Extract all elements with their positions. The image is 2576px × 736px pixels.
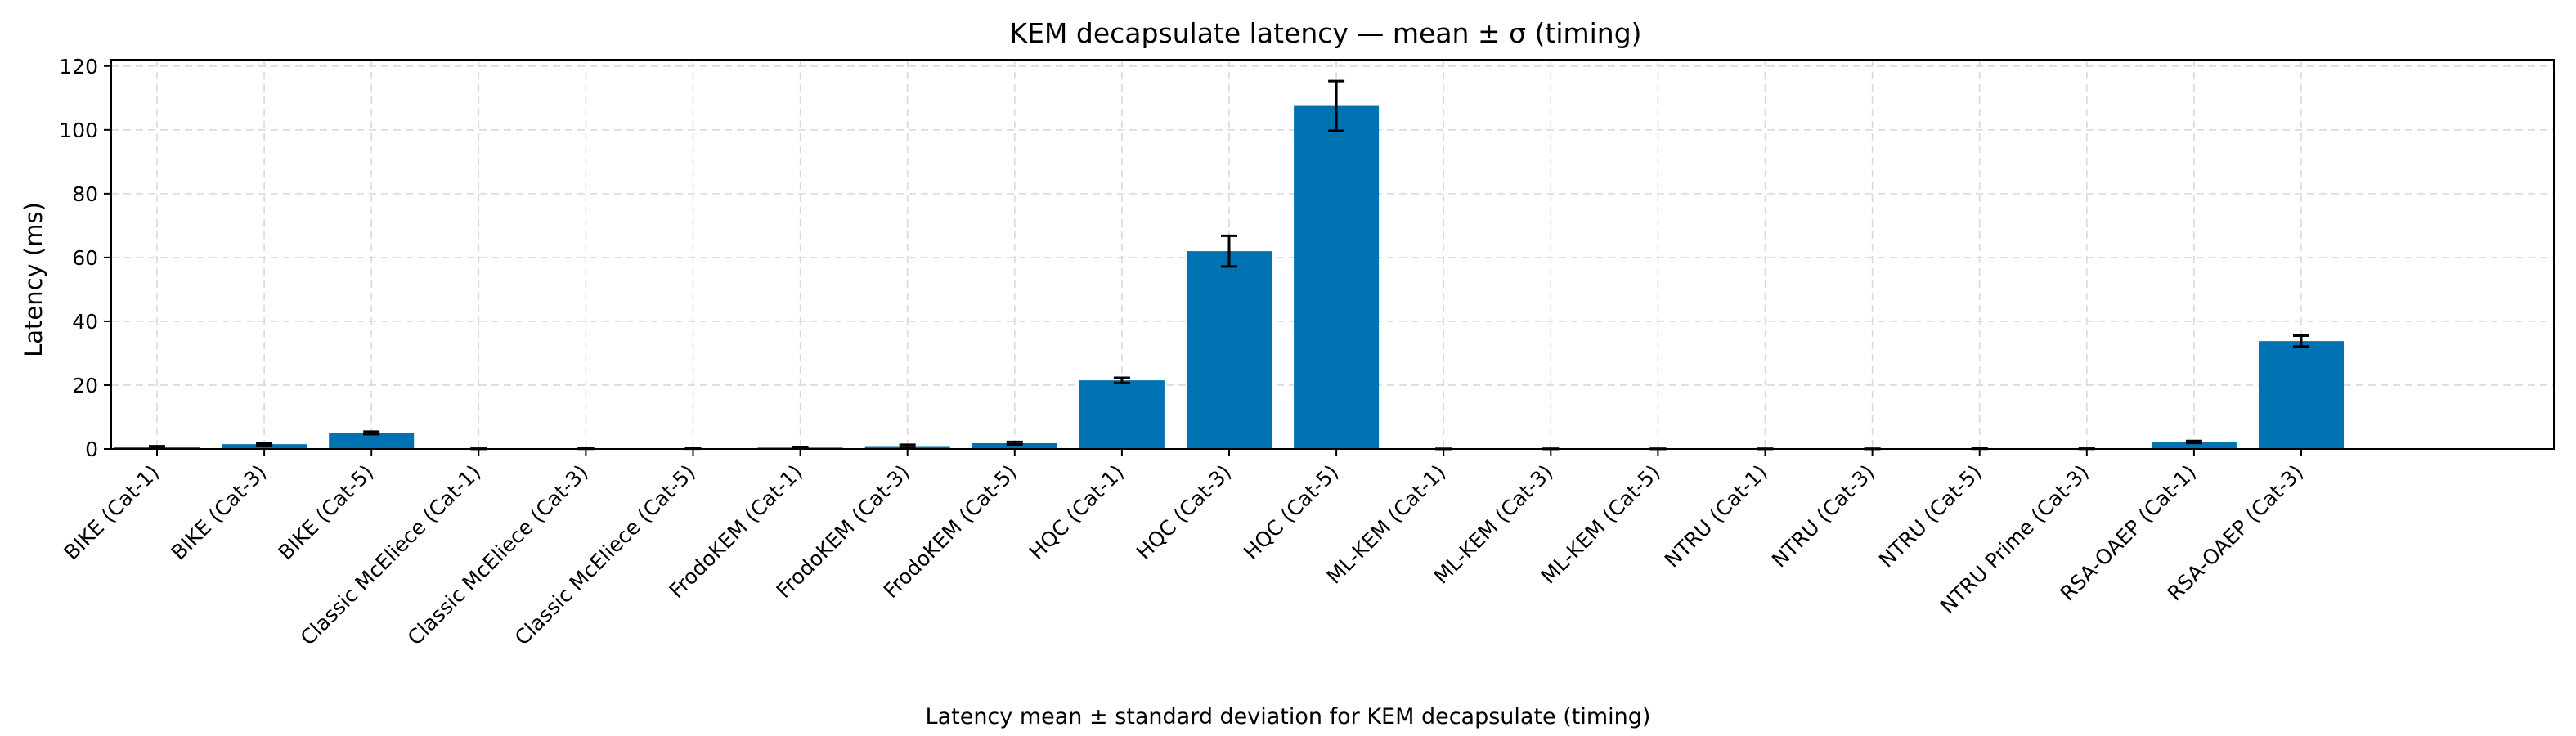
chart-title: KEM decapsulate latency — mean ± σ (timi… [1009,17,1641,49]
bar [329,433,415,449]
chart-caption: Latency mean ± standard deviation for KE… [926,704,1651,729]
y-tick-label: 100 [59,119,98,142]
bar [1294,105,1380,449]
y-tick-label: 20 [72,374,98,397]
x-tick-label: BIKE (Cat-1) [59,460,164,565]
y-axis-ticks: 0 20 40 60 80 100 120 [59,55,111,461]
x-tick-label: NTRU (Cat-1) [1660,460,1772,572]
plot-frame [110,59,2555,450]
x-tick-label: NTRU (Cat-3) [1767,460,1879,572]
x-tick-label: HQC (Cat-5) [1239,460,1343,564]
x-tick-label: BIKE (Cat-5) [274,460,379,565]
y-tick-label: 120 [59,55,98,79]
y-axis-label: Latency (ms) [20,202,47,357]
bar [1187,251,1272,449]
x-axis-ticks: BIKE (Cat-1) BIKE (Cat-3) BIKE (Cat-5)Clas… [59,449,2308,650]
x-tick-label: HQC (Cat-3) [1132,460,1236,564]
x-tick-label: Classic McEliece (Cat-5) [510,460,700,650]
x-tick-label: NTRU (Cat-5) [1874,460,1986,572]
y-tick-label: 40 [72,310,98,334]
x-tick-label: BIKE (Cat-3) [167,460,272,565]
y-tick-label: 80 [72,182,98,206]
x-tick-label: ML-KEM (Cat-5) [1537,460,1665,589]
bar [222,444,307,449]
bar [2259,341,2344,449]
bar [972,442,1057,449]
x-tick-label: Classic McEliece (Cat-1) [296,460,486,650]
bar [2151,442,2237,449]
y-tick-label: 60 [72,246,98,270]
x-tick-label: HQC (Cat-1) [1025,460,1129,564]
x-tick-label: Classic McEliece (Cat-3) [403,460,593,650]
bars [114,105,2344,449]
bar [1079,380,1165,449]
y-tick-label: 0 [85,438,98,461]
